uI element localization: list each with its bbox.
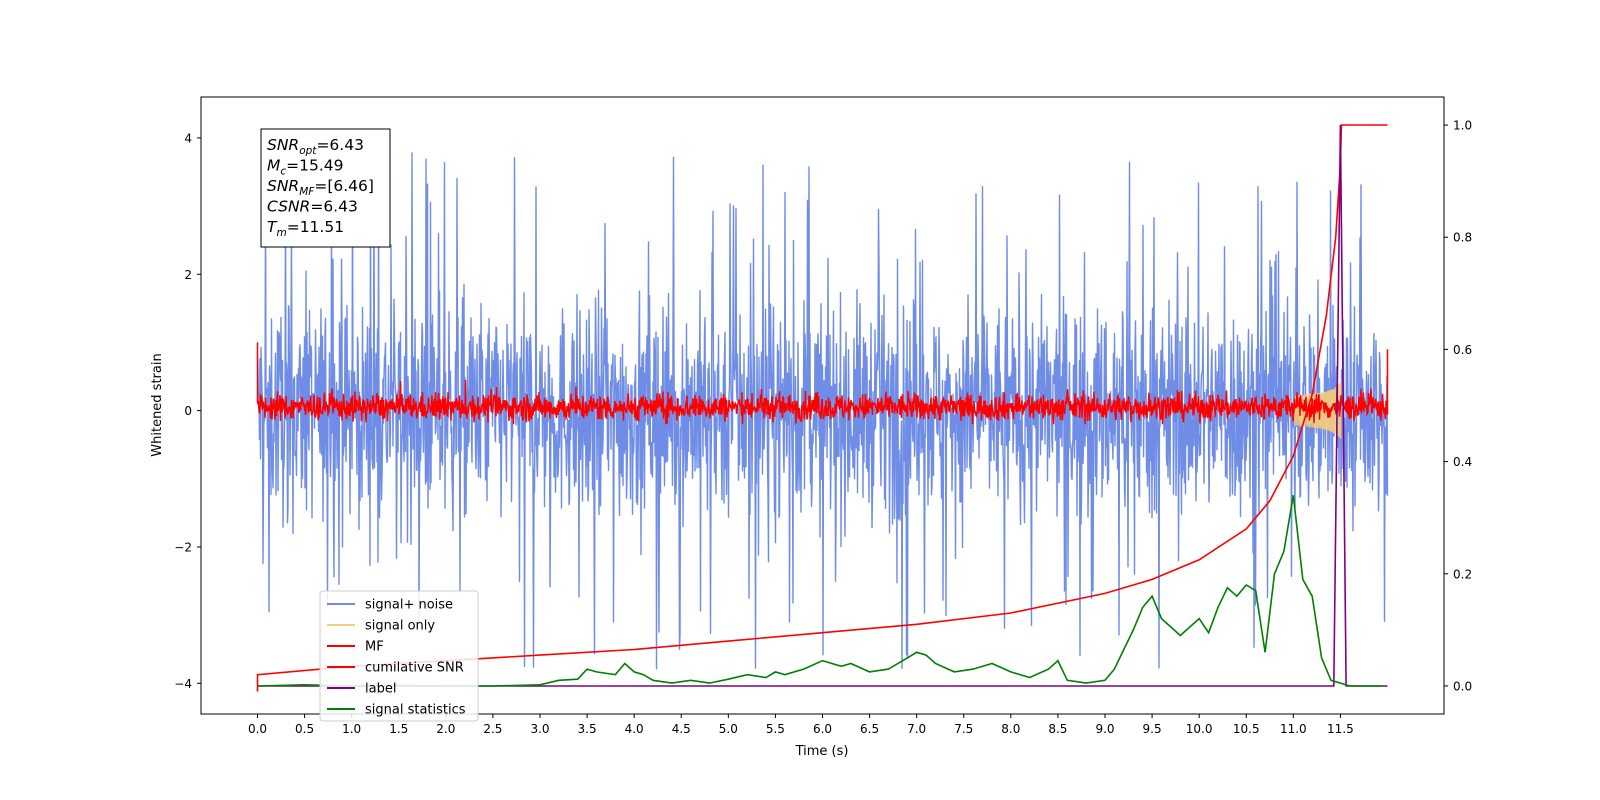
annotation-line: Tm=11.51 bbox=[267, 218, 344, 239]
annotation-symbol: T bbox=[267, 218, 278, 236]
annotation-value: =6.43 bbox=[316, 136, 364, 154]
y2-tick-label: 0.8 bbox=[1453, 231, 1472, 245]
x-tick-label: 5.0 bbox=[719, 722, 738, 736]
x-tick-label: 11.0 bbox=[1280, 722, 1307, 736]
x-tick-label: 2.0 bbox=[436, 722, 455, 736]
annotation-value: =[6.46] bbox=[314, 177, 374, 195]
y-tick-label: 4 bbox=[184, 131, 192, 145]
series-cumulative-snr-line bbox=[256, 124, 1388, 692]
y2-tick-label: 0.4 bbox=[1453, 455, 1472, 469]
annotation-value: =6.43 bbox=[310, 198, 358, 216]
x-tick-label: 3.5 bbox=[578, 722, 597, 736]
y-tick-label: 2 bbox=[184, 268, 192, 282]
x-tick-label: 1.5 bbox=[389, 722, 408, 736]
annotation-symbol: SNR bbox=[267, 136, 299, 154]
annotation-value: =15.49 bbox=[286, 157, 343, 175]
annotation-symbol: M bbox=[267, 157, 280, 175]
x-tick-label: 4.5 bbox=[672, 722, 691, 736]
x-tick-label: 8.0 bbox=[1001, 722, 1020, 736]
x-tick-label: 2.5 bbox=[483, 722, 502, 736]
plot-series bbox=[256, 124, 1389, 692]
annotation-value: =11.51 bbox=[287, 218, 344, 236]
annotation-subscript: MF bbox=[299, 186, 315, 198]
y-tick-label: −2 bbox=[174, 540, 192, 554]
x-tick-label: 11.5 bbox=[1327, 722, 1354, 736]
annotation-symbol: CSNR bbox=[267, 198, 310, 216]
annotation-subscript: opt bbox=[299, 145, 317, 157]
legend-entry-label: signal only bbox=[365, 619, 435, 634]
annotation-subscript: c bbox=[280, 166, 286, 178]
x-tick-label: 9.5 bbox=[1143, 722, 1162, 736]
x-tick-label: 3.0 bbox=[530, 722, 549, 736]
x-axis-label: Time (s) bbox=[795, 744, 849, 759]
x-tick-label: 5.5 bbox=[766, 722, 785, 736]
legend-entry-label: MF bbox=[365, 640, 384, 655]
y2-tick-label: 1.0 bbox=[1453, 119, 1472, 133]
y2-tick-label: 0.6 bbox=[1453, 343, 1472, 357]
series-signal-statistics-line bbox=[257, 495, 1383, 687]
legend: signal+ noise signal only MF cumilative SNR… bbox=[319, 590, 479, 722]
legend-entry-label: cumilative SNR bbox=[365, 661, 464, 676]
legend-frame bbox=[319, 590, 479, 722]
x-tick-label: 9.0 bbox=[1095, 722, 1114, 736]
x-tick-label: 7.0 bbox=[907, 722, 926, 736]
series-mf-line bbox=[256, 342, 1389, 425]
legend-entry-label: signal+ noise bbox=[365, 598, 453, 613]
x-tick-label: 6.5 bbox=[860, 722, 879, 736]
metrics-annotation-box: SNRopt=6.43Mc=15.49SNRMF=[6.46]CSNR=6.43… bbox=[260, 128, 391, 248]
annotation-line: CSNR=6.43 bbox=[267, 198, 358, 216]
annotation-line: SNRopt=6.43 bbox=[267, 136, 364, 157]
series-signal-noise-line bbox=[256, 152, 1389, 670]
y-axis-label: Whitened strain bbox=[150, 353, 165, 456]
y-tick-label: −4 bbox=[174, 677, 192, 691]
annotation-symbol: SNR bbox=[267, 177, 299, 195]
legend-entry-label: signal statistics bbox=[365, 703, 466, 718]
x-tick-label: 4.0 bbox=[625, 722, 644, 736]
annotation-subscript: m bbox=[276, 227, 286, 239]
x-tick-label: 10.0 bbox=[1186, 722, 1213, 736]
x-tick-label: 1.0 bbox=[342, 722, 361, 736]
annotation-line: Mc=15.49 bbox=[267, 157, 344, 178]
x-tick-label: 0.0 bbox=[248, 722, 267, 736]
x-tick-label: 10.5 bbox=[1233, 722, 1260, 736]
x-tick-label: 6.0 bbox=[813, 722, 832, 736]
x-axis: 0.0 0.5 1.0 1.5 2.0 2.5 3.0 3.5 4.0 4.5 5.0 5.5 6.0 6… bbox=[248, 714, 1354, 736]
x-tick-label: 0.5 bbox=[295, 722, 314, 736]
annotation-box-frame bbox=[260, 128, 391, 248]
x-tick-label: 8.5 bbox=[1048, 722, 1067, 736]
annotation-line: SNRMF=[6.46] bbox=[267, 177, 374, 198]
legend-entry-label: label bbox=[365, 682, 396, 697]
y2-tick-label: 0.2 bbox=[1453, 567, 1472, 581]
y-axis-right: 1.0 0.8 0.6 0.4 0.2 0.0 bbox=[1444, 119, 1472, 693]
y-axis-left: 4 2 0 −2 −4 bbox=[174, 131, 201, 691]
x-tick-label: 7.5 bbox=[954, 722, 973, 736]
y-tick-label: 0 bbox=[184, 404, 192, 418]
y2-tick-label: 0.0 bbox=[1453, 679, 1472, 693]
